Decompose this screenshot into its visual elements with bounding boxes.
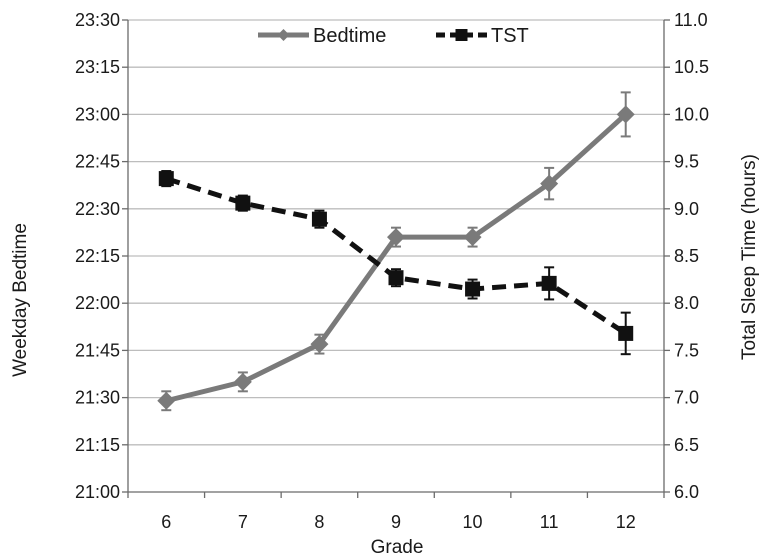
series-tst xyxy=(158,170,634,356)
series-line xyxy=(165,112,628,404)
right-tick-label: 8.0 xyxy=(674,293,699,313)
x-tick-label: 12 xyxy=(616,512,636,532)
right-tick-label: 10.0 xyxy=(674,104,709,124)
data-point xyxy=(388,270,404,286)
x-axis-ticks: 6 7 8 9 10 11 12 xyxy=(127,492,665,532)
right-tick-label: 7.0 xyxy=(674,388,699,408)
data-point xyxy=(157,391,176,410)
left-axis-title: Weekday Bedtime xyxy=(10,223,31,377)
x-tick-label: 10 xyxy=(463,512,483,532)
left-tick-label: 22:45 xyxy=(75,152,120,172)
right-axis-ticks: 6.0 6.5 7.0 7.5 8.0 8.5 9.0 9.5 10.0 10.5 11.0 xyxy=(664,10,709,502)
data-point xyxy=(618,325,634,341)
data-point xyxy=(541,275,557,291)
x-tick-label: 6 xyxy=(161,512,171,532)
data-point xyxy=(387,228,405,247)
right-tick-label: 9.0 xyxy=(674,199,699,219)
left-tick-label: 22:30 xyxy=(75,199,120,219)
data-point xyxy=(540,174,559,193)
legend-item-tst: TST xyxy=(436,25,529,47)
data-point xyxy=(158,171,174,187)
left-tick-label: 23:15 xyxy=(75,57,120,77)
left-tick-label: 23:00 xyxy=(75,104,120,124)
right-tick-label: 7.5 xyxy=(674,340,699,360)
data-point xyxy=(310,335,329,354)
data-point xyxy=(616,105,635,124)
right-tick-label: 6.0 xyxy=(674,482,699,502)
data-point xyxy=(465,281,481,297)
right-tick-label: 6.5 xyxy=(674,435,699,455)
legend-item-bedtime: Bedtime xyxy=(258,25,386,47)
legend: Bedtime TST xyxy=(258,25,529,47)
right-tick-label: 9.5 xyxy=(674,152,699,172)
data-point xyxy=(235,195,251,211)
legend-label-bedtime: Bedtime xyxy=(313,25,386,47)
x-tick-label: 11 xyxy=(540,512,559,532)
gridlines xyxy=(128,19,664,446)
data-point xyxy=(311,211,327,227)
x-tick-label: 8 xyxy=(314,512,324,532)
left-axis-ticks: 21:00 21:15 21:30 21:45 22:00 22:15 22:30 22:45… xyxy=(75,10,128,502)
x-tick-label: 7 xyxy=(238,512,248,532)
data-point xyxy=(463,228,482,247)
left-tick-label: 23:30 xyxy=(75,10,120,30)
right-tick-label: 11.0 xyxy=(674,10,708,30)
left-tick-label: 21:15 xyxy=(75,435,120,455)
series xyxy=(157,91,635,412)
legend-marker-tst xyxy=(455,29,468,41)
x-axis-title: Grade xyxy=(371,537,424,558)
x-tick-label: 9 xyxy=(391,512,401,532)
right-tick-label: 10.5 xyxy=(674,57,709,77)
left-tick-label: 21:00 xyxy=(75,482,120,502)
left-tick-label: 21:30 xyxy=(75,388,120,408)
right-tick-label: 8.5 xyxy=(674,246,699,266)
legend-label-tst: TST xyxy=(491,25,529,47)
series-bedtime xyxy=(157,91,635,412)
data-point xyxy=(233,372,252,391)
left-tick-label: 22:00 xyxy=(75,293,120,313)
legend-marker-bedtime xyxy=(277,29,290,41)
right-axis-title: Total Sleep Time (hours) xyxy=(739,154,760,360)
left-tick-label: 22:15 xyxy=(75,246,120,266)
left-tick-label: 21:45 xyxy=(75,340,120,360)
